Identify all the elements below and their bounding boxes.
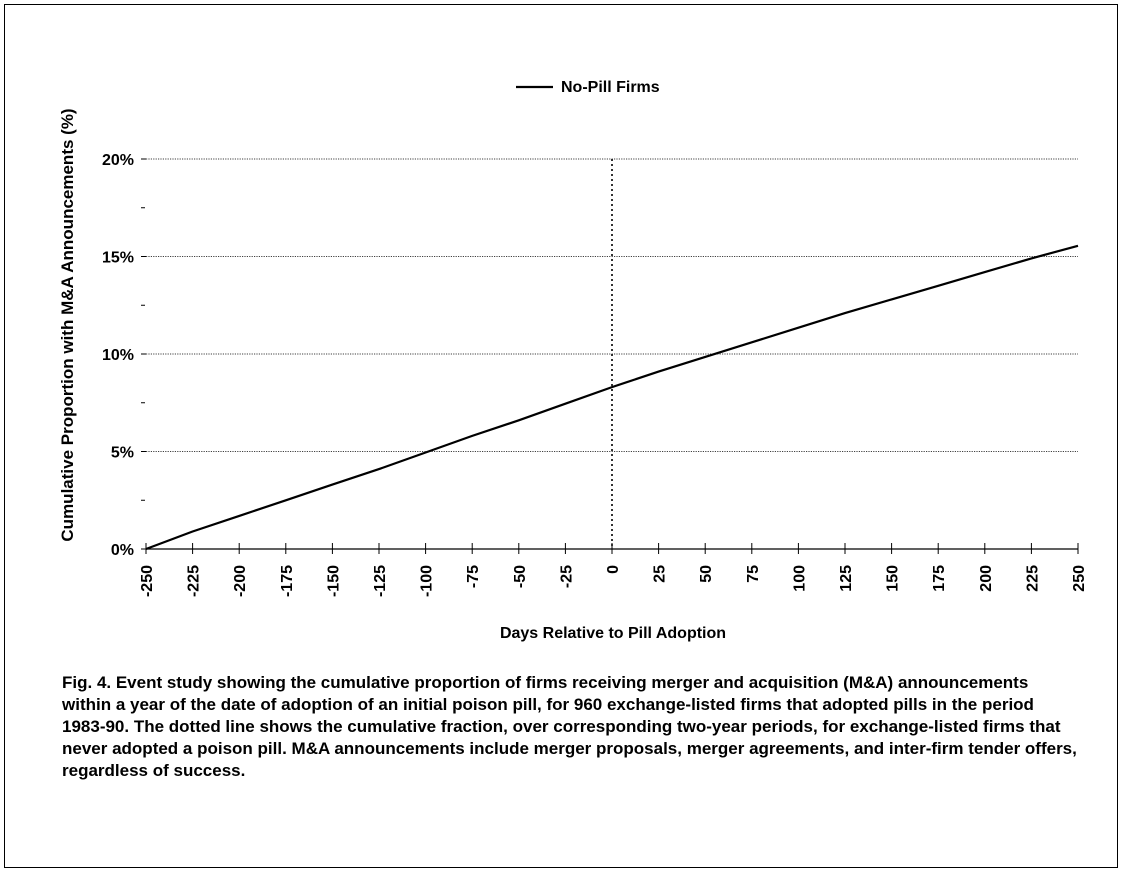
y-tick-label: 0%: [111, 542, 134, 559]
x-tick-label: -225: [186, 565, 203, 597]
x-tick-label: 50: [698, 565, 715, 583]
x-tick-label: -125: [372, 565, 389, 597]
x-tick-label: 200: [978, 565, 995, 592]
x-tick-label: -50: [512, 565, 529, 588]
y-axis-label: Cumulative Proportion with M&A Announcem…: [58, 108, 77, 541]
y-axis-ticks: 0% 5% 10% 15% 20%: [102, 152, 146, 559]
x-tick-label: 125: [838, 565, 855, 592]
y-tick-label: 5%: [111, 445, 134, 462]
x-axis-label: Days Relative to Pill Adoption: [500, 625, 726, 642]
series-group: [145, 244, 1079, 551]
x-tick-label: -25: [558, 565, 575, 588]
x-tick-label: 75: [745, 565, 762, 583]
legend-label: No-Pill Firms: [561, 79, 660, 96]
x-tick-label: 175: [931, 565, 948, 592]
x-tick-label: 250: [1071, 565, 1088, 592]
y-tick-label: 15%: [102, 250, 134, 267]
legend: No-Pill Firms: [516, 79, 660, 96]
series-line-no-pill-firms: [145, 244, 1079, 551]
x-tick-label: -150: [325, 565, 342, 597]
x-tick-label: 225: [1024, 565, 1041, 592]
x-axis-ticks: -250 -225 -200 -175 -150 -125 -100 -75 -50 -25 0 25…: [139, 543, 1088, 597]
y-tick-label: 20%: [102, 152, 134, 169]
x-tick-label: 25: [652, 565, 669, 583]
x-tick-label: 100: [791, 565, 808, 592]
figure-caption: Fig. 4. Event study showing the cumulati…: [62, 673, 1077, 780]
x-tick-label: -75: [465, 565, 482, 588]
figure-frame: [4, 4, 1118, 868]
x-tick-label: 0: [605, 565, 622, 574]
x-tick-label: -250: [139, 565, 156, 597]
x-tick-label: -100: [419, 565, 436, 597]
x-tick-label: -175: [279, 565, 296, 597]
x-tick-label: -200: [232, 565, 249, 597]
x-tick-label: 150: [885, 565, 902, 592]
y-tick-label: 10%: [102, 347, 134, 364]
